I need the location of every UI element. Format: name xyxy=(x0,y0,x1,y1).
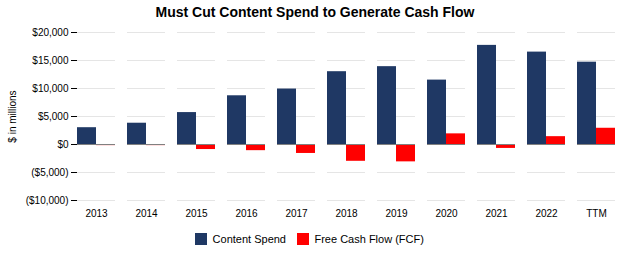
svg-text:2022: 2022 xyxy=(535,208,558,219)
svg-text:2020: 2020 xyxy=(435,208,458,219)
svg-text:$5,000: $5,000 xyxy=(38,111,69,122)
svg-text:2021: 2021 xyxy=(485,208,508,219)
html-text:Content Spend: Content Spend xyxy=(212,232,286,245)
svg-text:2019: 2019 xyxy=(385,208,408,219)
svg-text:TTM: TTM xyxy=(586,208,607,219)
svg-text:2014: 2014 xyxy=(135,208,158,219)
svg-text:2018: 2018 xyxy=(335,208,358,219)
svg-text:($10,000): ($10,000) xyxy=(26,195,69,206)
html-text:Free Cash Flow (FCF): Free Cash Flow (FCF) xyxy=(314,232,424,245)
svg-text:$15,000: $15,000 xyxy=(32,55,69,66)
svg-text:$10,000: $10,000 xyxy=(32,83,69,94)
svg-text:($5,000): ($5,000) xyxy=(31,167,68,178)
svg-text:2013: 2013 xyxy=(85,208,108,219)
svg-text:2015: 2015 xyxy=(185,208,208,219)
html-text:Must Cut Content Spend to Gene: Must Cut Content Spend to Generate Cash … xyxy=(155,4,475,20)
svg-text:2017: 2017 xyxy=(285,208,308,219)
svg-text:$20,000: $20,000 xyxy=(32,27,69,38)
svg-text:$ in millions: $ in millions xyxy=(7,90,18,142)
svg-text:2016: 2016 xyxy=(235,208,258,219)
svg-text:$0: $0 xyxy=(57,139,69,150)
